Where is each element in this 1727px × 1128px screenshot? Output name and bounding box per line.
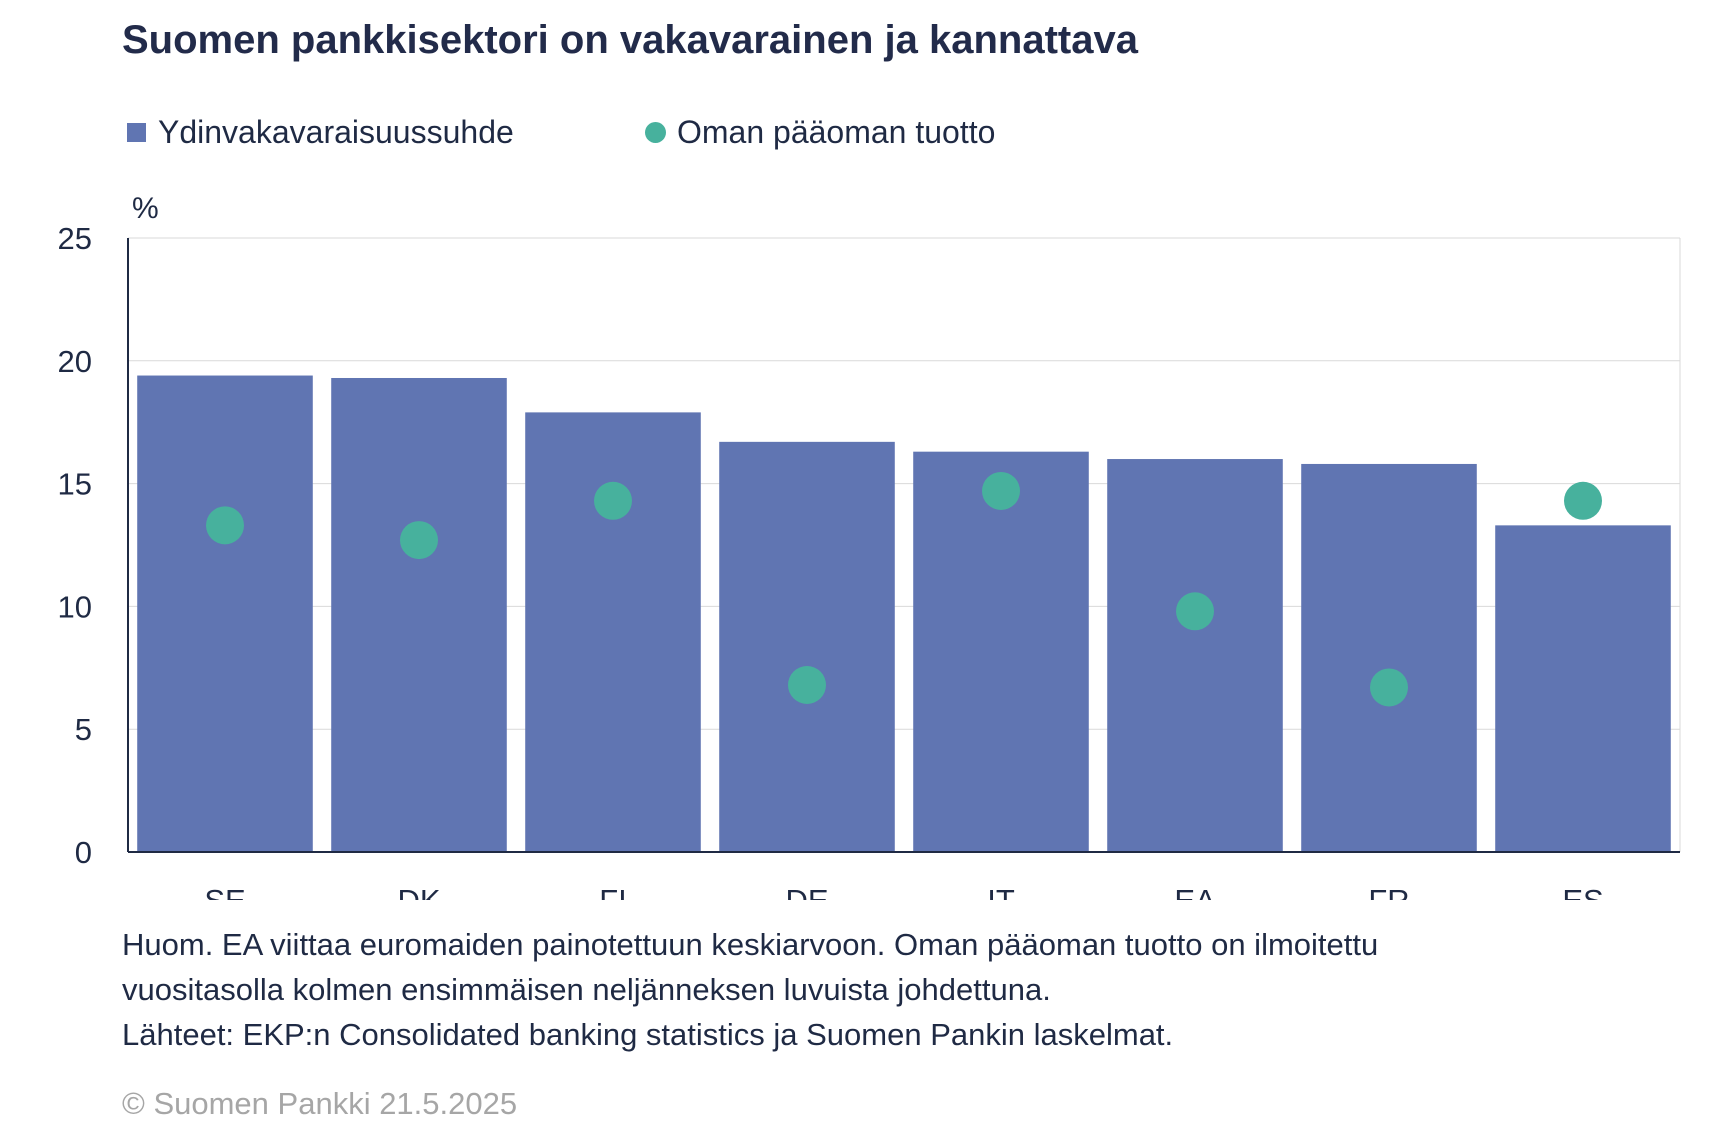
chart-note: Huom. EA viittaa euromaiden painotettuun… xyxy=(122,922,1682,1057)
x-tick-label: FI xyxy=(599,883,627,900)
chart-title: Suomen pankkisektori on vakavarainen ja … xyxy=(122,18,1138,62)
bar-fi xyxy=(525,412,701,852)
x-tick-label: FR xyxy=(1368,883,1409,900)
dot-ea xyxy=(1176,592,1214,631)
bar-se xyxy=(137,375,313,852)
x-tick-label: DK xyxy=(397,883,440,900)
bar-dk xyxy=(331,377,507,852)
bar-fr xyxy=(1301,463,1477,852)
dots xyxy=(206,471,1602,707)
dot-se xyxy=(206,506,244,545)
x-tick-label: EA xyxy=(1174,883,1216,900)
dot-fr xyxy=(1370,668,1408,707)
axis-labels: 0 5 10 15 20 25% SE DK FI DE IT EA FR ES xyxy=(58,192,1604,900)
bar-chart: 0 5 10 15 20 25% SE DK FI DE IT EA FR ES xyxy=(58,192,1681,900)
y-tick-label: 5 xyxy=(75,712,92,747)
note-line-1: Huom. EA viittaa euromaiden painotettuun… xyxy=(122,927,1379,962)
dot-it xyxy=(982,471,1020,510)
y-tick-label: 25 xyxy=(58,221,92,256)
x-tick-label: IT xyxy=(987,883,1015,900)
x-tick-label: SE xyxy=(204,883,245,900)
dot-es xyxy=(1564,481,1602,520)
legend-label-return-on-equity: Oman pääoman tuotto xyxy=(677,113,996,150)
dot-fi xyxy=(594,481,632,520)
sources-line: Lähteet: EKP:n Consolidated banking stat… xyxy=(122,1017,1174,1052)
legend-dot-swatch xyxy=(645,121,666,143)
legend-item-core-capital-ratio: Ydinvakavaraisuussuhde xyxy=(127,112,514,152)
y-tick-label: 10 xyxy=(58,589,92,624)
x-tick-label: DE xyxy=(785,883,828,900)
dot-de xyxy=(788,665,826,704)
y-tick-label: 15 xyxy=(58,467,92,502)
bar-es xyxy=(1495,525,1671,852)
y-tick-label: 20 xyxy=(58,344,92,379)
dot-dk xyxy=(400,521,438,560)
bar-ea xyxy=(1107,459,1283,852)
note-line-2: vuositasolla kolmen ensimmäisen neljänne… xyxy=(122,972,1051,1007)
bar-it xyxy=(913,451,1089,852)
legend-item-return-on-equity: Oman pääoman tuotto xyxy=(645,112,995,152)
copyright-notice: © Suomen Pankki 21.5.2025 xyxy=(122,1086,518,1121)
x-tick-label: ES xyxy=(1562,883,1603,900)
y-tick-label: 0 xyxy=(75,835,92,870)
axes xyxy=(127,238,1680,853)
y-unit-label: % xyxy=(132,192,159,225)
bars xyxy=(137,375,1671,852)
legend-label-core-capital-ratio: Ydinvakavaraisuussuhde xyxy=(158,113,514,150)
legend-bar-swatch xyxy=(127,122,146,142)
bar-de xyxy=(719,441,895,852)
